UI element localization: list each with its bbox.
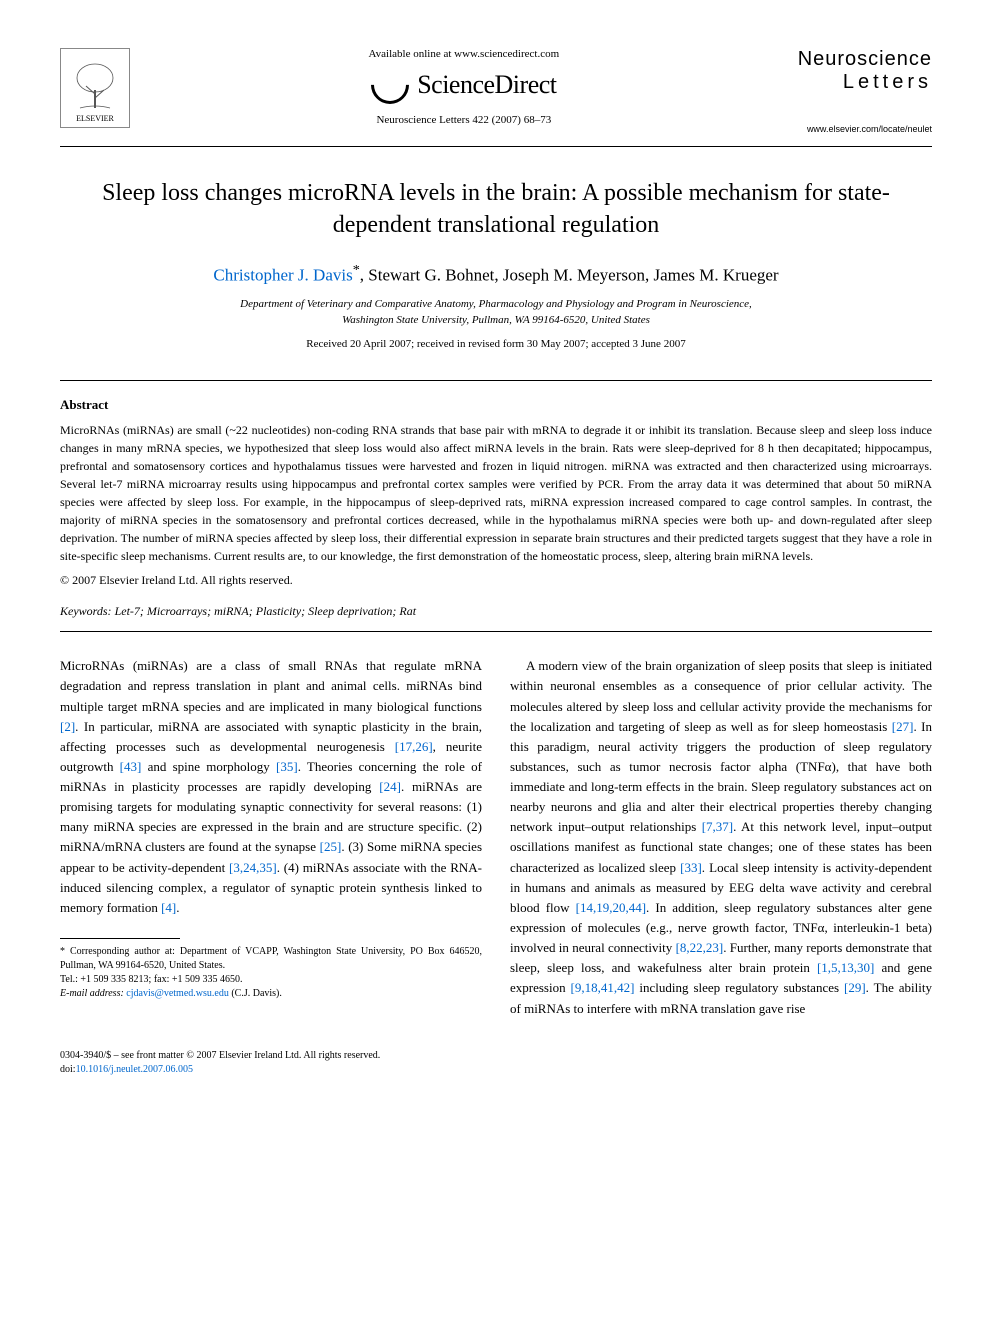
email-link[interactable]: cjdavis@vetmed.wsu.edu [126, 988, 229, 999]
body-column-left: MicroRNAs (miRNAs) are a class of small … [60, 656, 482, 1019]
footer-doi: doi:10.1016/j.neulet.2007.06.005 [60, 1063, 932, 1077]
citation-link-29[interactable]: [29] [844, 980, 866, 995]
citation-link-8-22-23[interactable]: [8,22,23] [676, 940, 724, 955]
citation-link-35[interactable]: [35] [276, 759, 298, 774]
citation-link-14-19-20-44[interactable]: [14,19,20,44] [576, 900, 646, 915]
doi-prefix: doi: [60, 1064, 76, 1075]
affiliation: Department of Veterinary and Comparative… [60, 297, 932, 328]
citation-link-7-37[interactable]: [7,37] [702, 819, 733, 834]
elsevier-logo: ELSEVIER [60, 48, 130, 128]
footnote-divider [60, 938, 180, 939]
citation-link-33[interactable]: [33] [680, 860, 702, 875]
footer-copyright: 0304-3940/$ – see front matter © 2007 El… [60, 1049, 932, 1063]
body-columns: MicroRNAs (miRNAs) are a class of small … [60, 656, 932, 1019]
coauthors: , Stewart G. Bohnet, Joseph M. Meyerson,… [360, 265, 779, 284]
citation-link-1-5-13-30[interactable]: [1,5,13,30] [817, 960, 874, 975]
corresponding-marker: * [353, 262, 360, 278]
citation-link-25[interactable]: [25] [320, 839, 342, 854]
abstract-copyright: © 2007 Elsevier Ireland Ltd. All rights … [60, 573, 932, 588]
citation-link-43[interactable]: [43] [120, 759, 142, 774]
journal-name-line1: Neuroscience [798, 48, 932, 71]
journal-name-line2: Letters [798, 71, 932, 94]
body-paragraph-2: A modern view of the brain organization … [510, 656, 932, 1019]
article-dates: Received 20 April 2007; received in revi… [60, 338, 932, 350]
citation-link-9-18-41-42[interactable]: [9,18,41,42] [571, 980, 635, 995]
abstract-text: MicroRNAs (miRNAs) are small (~22 nucleo… [60, 421, 932, 565]
body-column-right: A modern view of the brain organization … [510, 656, 932, 1019]
body-paragraph-1: MicroRNAs (miRNAs) are a class of small … [60, 656, 482, 918]
article-title: Sleep loss changes microRNA levels in th… [60, 177, 932, 242]
header-divider [60, 146, 932, 147]
corresponding-author-link[interactable]: Christopher J. Davis [213, 265, 352, 284]
citation-link-27[interactable]: [27] [892, 719, 914, 734]
corresponding-footnote: * Corresponding author at: Department of… [60, 945, 482, 973]
sciencedirect-logo: ScienceDirect [150, 66, 778, 104]
citation-link-4[interactable]: [4] [161, 900, 176, 915]
abstract-top-divider [60, 380, 932, 381]
doi-link[interactable]: 10.1016/j.neulet.2007.06.005 [76, 1064, 194, 1075]
available-online-text: Available online at www.sciencedirect.co… [150, 48, 778, 60]
citation-link-17-26[interactable]: [17,26] [395, 739, 433, 754]
keywords-list: Let-7; Microarrays; miRNA; Plasticity; S… [112, 604, 417, 618]
citation-link-3-24-35[interactable]: [3,24,35] [229, 860, 277, 875]
keywords-label: Keywords: [60, 604, 112, 618]
abstract-heading: Abstract [60, 397, 932, 413]
elsevier-label: ELSEVIER [76, 114, 114, 123]
elsevier-tree-icon [70, 60, 120, 114]
keywords: Keywords: Let-7; Microarrays; miRNA; Pla… [60, 604, 932, 619]
authors-list: Christopher J. Davis*, Stewart G. Bohnet… [60, 262, 932, 286]
email-label: E-mail address: [60, 988, 124, 999]
center-header: Available online at www.sciencedirect.co… [130, 48, 798, 126]
affiliation-line2: Washington State University, Pullman, WA… [60, 313, 932, 328]
journal-citation: Neuroscience Letters 422 (2007) 68–73 [150, 114, 778, 126]
publisher-header: ELSEVIER Available online at www.science… [60, 48, 932, 134]
citation-link-24[interactable]: [24] [379, 779, 401, 794]
citation-link-2[interactable]: [2] [60, 719, 75, 734]
sciencedirect-swoosh-icon [363, 58, 417, 112]
page-footer: 0304-3940/$ – see front matter © 2007 El… [60, 1049, 932, 1077]
abstract-bottom-divider [60, 631, 932, 632]
email-footnote: E-mail address: cjdavis@vetmed.wsu.edu (… [60, 987, 482, 1001]
tel-footnote: Tel.: +1 509 335 8213; fax: +1 509 335 4… [60, 973, 482, 987]
journal-logo: Neuroscience Letters www.elsevier.com/lo… [798, 48, 932, 134]
affiliation-line1: Department of Veterinary and Comparative… [60, 297, 932, 312]
sciencedirect-text: ScienceDirect [417, 70, 556, 100]
journal-url: www.elsevier.com/locate/neulet [798, 124, 932, 134]
email-suffix: (C.J. Davis). [229, 988, 282, 999]
